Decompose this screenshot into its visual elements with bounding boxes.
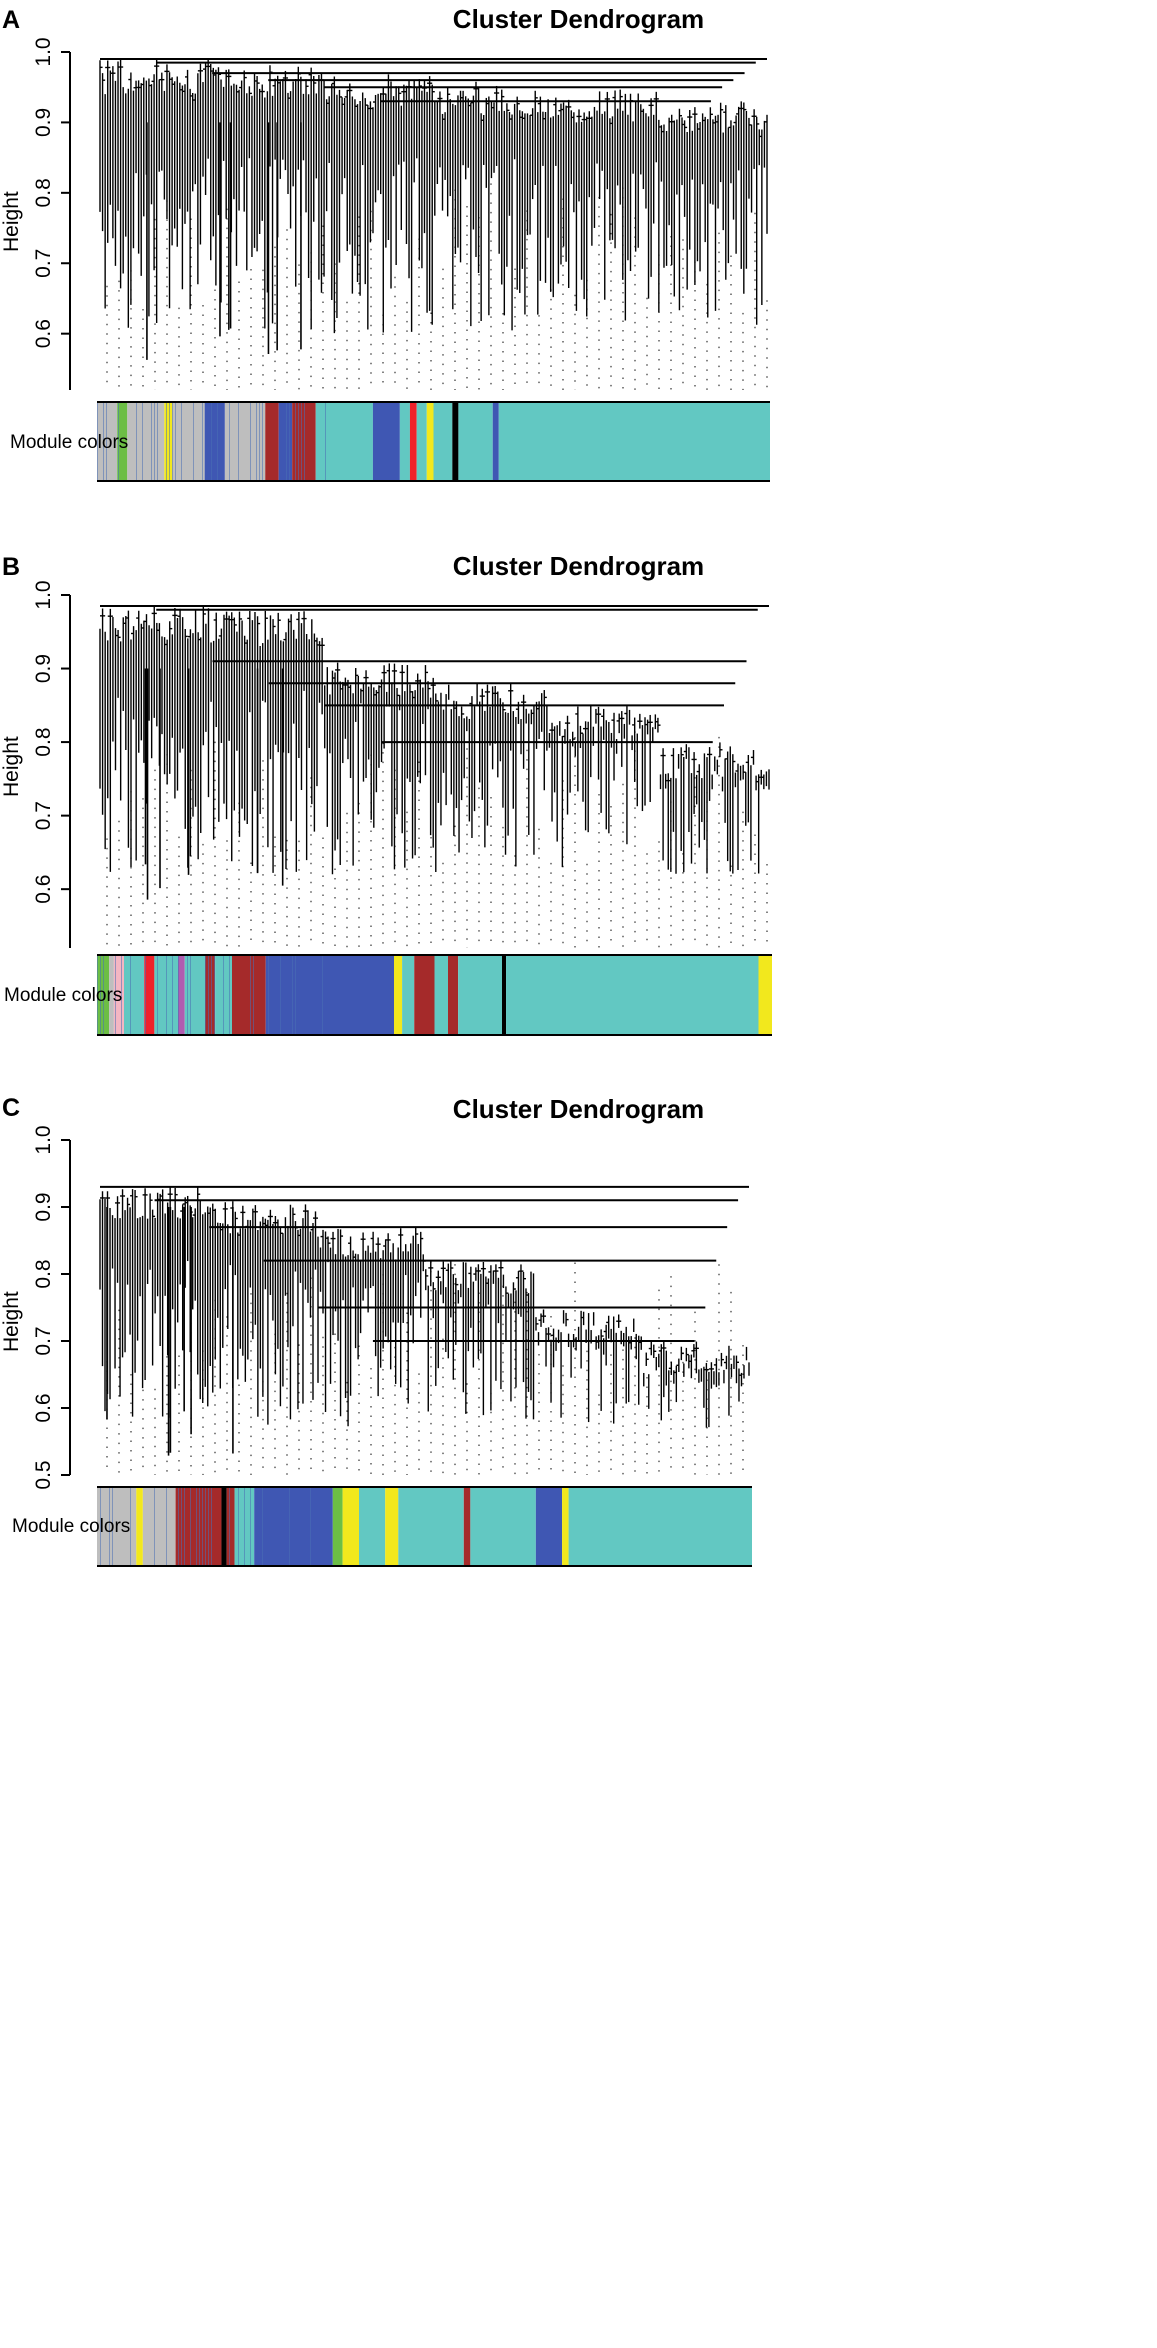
- y-tick-label: 1.0: [32, 580, 55, 609]
- module-segment-brown: [226, 1487, 235, 1566]
- leaf-guides: [106, 731, 768, 948]
- module-segment-turquoise: [506, 955, 759, 1035]
- module-segment-green: [117, 402, 128, 481]
- module-segment-blue: [535, 1487, 563, 1566]
- panel-c: C Cluster Dendrogram Height 0.5 0.6 0.7 0.8…: [0, 1090, 1157, 2348]
- dendrogram-branches: [99, 58, 768, 360]
- module-segment-brown: [232, 955, 266, 1035]
- dendrogram-plot: 0.6 0.7 0.8 0.9 1.0: [32, 37, 770, 482]
- module-segment-grey: [97, 402, 118, 481]
- module-segment-blue: [265, 955, 394, 1035]
- y-tick-label: 0.8: [32, 1259, 55, 1288]
- y-tick-label: 0.7: [32, 249, 55, 278]
- module-segment-grey: [142, 1487, 176, 1566]
- module-segment-red: [409, 402, 417, 481]
- y-tick-label: 0.9: [32, 1192, 55, 1221]
- dendrogram-plot: 0.5 0.6 0.7 0.8 0.9 1.0: [32, 1125, 752, 1567]
- module-segment-turquoise: [433, 402, 453, 481]
- module-segment-pink: [113, 955, 124, 1035]
- module-segment-yellow: [394, 955, 403, 1035]
- module-colors-label: Module colors: [10, 432, 129, 453]
- module-color-bar: [97, 1487, 752, 1566]
- module-segment-turquoise: [402, 955, 415, 1035]
- module-segment-turquoise: [434, 955, 448, 1035]
- module-segment-yellow: [758, 955, 772, 1035]
- module-segment-brown: [175, 1487, 222, 1566]
- module-segment-turquoise: [498, 402, 770, 481]
- module-segment-black: [502, 955, 507, 1035]
- module-segment-magenta: [178, 955, 185, 1035]
- module-segment-yellow: [342, 1487, 359, 1566]
- y-tick-label: 0.9: [32, 654, 55, 683]
- module-segment-turquoise: [184, 955, 205, 1035]
- module-segment-blue: [254, 1487, 333, 1566]
- module-segment-yellow: [426, 402, 434, 481]
- dendrogram-branches: [99, 605, 770, 900]
- dendrogram-plot: 0.6 0.7 0.8 0.9 1.0: [32, 580, 772, 1036]
- module-segment-turquoise: [124, 955, 145, 1035]
- module-segment-yellow: [385, 1487, 399, 1566]
- y-tick-label: 0.6: [32, 875, 55, 904]
- y-tick-label: 0.8: [32, 727, 55, 756]
- y-tick-label: 1.0: [32, 1125, 55, 1154]
- y-tick-label: 0.8: [32, 178, 55, 207]
- module-segment-blue: [278, 402, 293, 481]
- module-segment-blue: [372, 402, 400, 481]
- y-tick-label: 0.9: [32, 108, 55, 137]
- panel-a: A Cluster Dendrogram Height 0.6 0.7 0.8 0.9…: [0, 0, 1157, 500]
- module-segment-turquoise: [568, 1487, 752, 1566]
- panel-letter: C: [2, 1094, 21, 1122]
- module-segment-yellow: [562, 1487, 569, 1566]
- module-segment-yellow: [136, 1487, 143, 1566]
- panel-letter: A: [2, 6, 21, 34]
- panel-letter: B: [2, 553, 21, 581]
- module-color-bar: [97, 402, 770, 481]
- module-segment-yellow: [164, 402, 173, 481]
- y-tick-label: 0.6: [32, 1393, 55, 1422]
- y-tick-label: 0.7: [32, 1326, 55, 1355]
- chart-title: Cluster Dendrogram: [452, 4, 705, 34]
- module-segment-brown: [205, 955, 216, 1035]
- y-tick-label: 0.6: [32, 319, 55, 348]
- module-segment-turquoise: [458, 955, 502, 1035]
- module-segment-turquoise: [470, 1487, 536, 1566]
- panel-b: B Cluster Dendrogram Height 0.6 0.7 0.8 0.9…: [0, 545, 1157, 1065]
- module-segment-grey: [172, 402, 205, 481]
- module-segment-grey: [109, 955, 114, 1035]
- y-tick-label: 1.0: [32, 37, 55, 66]
- module-segment-red: [144, 955, 155, 1035]
- module-segment-turquoise: [416, 402, 427, 481]
- module-segment-brown: [463, 1487, 471, 1566]
- module-segment-grey: [224, 402, 266, 481]
- module-segment-green: [332, 1487, 343, 1566]
- module-segment-turquoise: [458, 402, 493, 481]
- dendrogram-branches: [99, 1185, 750, 1456]
- module-colors-label: Module colors: [4, 985, 123, 1006]
- module-segment-grey: [97, 1487, 137, 1566]
- module-segment-turquoise: [315, 402, 373, 481]
- module-segment-brown: [414, 955, 435, 1035]
- leaf-guides: [106, 183, 768, 390]
- module-color-bar: [97, 955, 772, 1035]
- chart-title: Cluster Dendrogram: [452, 1094, 705, 1124]
- chart-title: Cluster Dendrogram: [452, 551, 705, 581]
- module-segment-blue: [204, 402, 225, 481]
- module-segment-black: [221, 1487, 227, 1566]
- module-segment-brown: [265, 402, 279, 481]
- module-segment-brown: [448, 955, 459, 1035]
- module-segment-grey: [127, 402, 165, 481]
- module-colors-label: Module colors: [12, 1516, 131, 1537]
- module-segment-blue: [492, 402, 499, 481]
- module-segment-turquoise: [398, 1487, 464, 1566]
- module-segment-turquoise: [399, 402, 410, 481]
- module-segment-black: [452, 402, 459, 481]
- y-tick-label: 0.7: [32, 801, 55, 830]
- y-tick-label: 0.5: [32, 1460, 55, 1489]
- module-segment-turquoise: [359, 1487, 386, 1566]
